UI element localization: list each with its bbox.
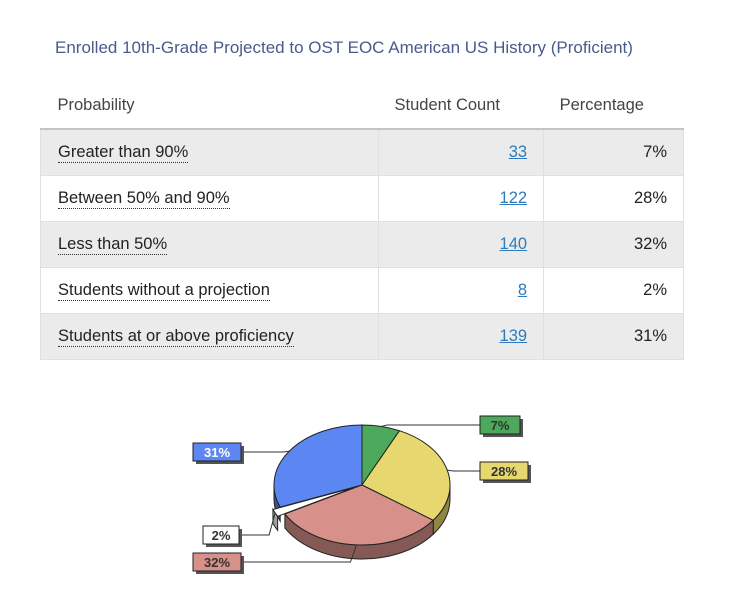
percentage-cell: 28%	[543, 175, 684, 222]
table-row: Students without a projection 8 2%	[40, 267, 684, 314]
row-label[interactable]: Students without a projection	[58, 281, 270, 301]
percentage-cell: 7%	[543, 128, 684, 176]
percentage-cell: 32%	[543, 221, 684, 268]
header-probability: Probability	[40, 82, 379, 130]
student-count-link[interactable]: 8	[517, 281, 528, 299]
pie-slice	[361, 430, 451, 521]
data-label: 31%	[204, 445, 230, 460]
leader-line	[447, 469, 480, 472]
table-row: Between 50% and 90% 122 28%	[40, 175, 684, 222]
student-count-link[interactable]: 139	[499, 327, 528, 345]
data-label-box	[192, 442, 242, 462]
pie-chart: 7% 28% 32% 2% 31%	[192, 415, 531, 574]
percentage-cell: 2%	[543, 267, 684, 314]
data-label-box	[479, 415, 521, 435]
pie-slice	[284, 484, 435, 546]
projection-table: Probability Student Count Percentage Gre…	[40, 82, 684, 360]
header-student-count: Student Count	[378, 82, 544, 130]
percentage-cell: 31%	[543, 313, 684, 360]
leader-line	[241, 450, 290, 453]
table-row: Students at or above proficiency 139 31%	[40, 313, 684, 360]
pie-slice	[273, 424, 363, 508]
data-label-box	[192, 552, 242, 572]
data-label: 28%	[491, 464, 517, 479]
header-percentage: Percentage	[543, 82, 684, 130]
student-count-link[interactable]: 122	[499, 189, 528, 207]
data-label-box	[479, 461, 529, 481]
data-label: 32%	[204, 555, 230, 570]
student-count-link[interactable]: 33	[508, 143, 528, 161]
student-count-link[interactable]: 140	[499, 235, 528, 253]
leader-line	[239, 512, 276, 536]
data-label: 7%	[491, 418, 510, 433]
row-label[interactable]: Between 50% and 90%	[58, 189, 230, 209]
data-label: 2%	[212, 528, 231, 543]
table-header-row: Probability Student Count Percentage	[40, 82, 684, 130]
data-label-box	[202, 525, 240, 545]
leader-line	[241, 544, 357, 563]
row-label[interactable]: Greater than 90%	[58, 143, 189, 163]
row-label[interactable]: Students at or above proficiency	[58, 327, 294, 347]
table-row: Greater than 90% 33 7%	[40, 128, 684, 176]
table-row: Less than 50% 140 32%	[40, 221, 684, 268]
row-label[interactable]: Less than 50%	[58, 235, 168, 255]
page-title: Enrolled 10th-Grade Projected to OST EOC…	[55, 38, 633, 57]
leader-line	[381, 424, 480, 427]
